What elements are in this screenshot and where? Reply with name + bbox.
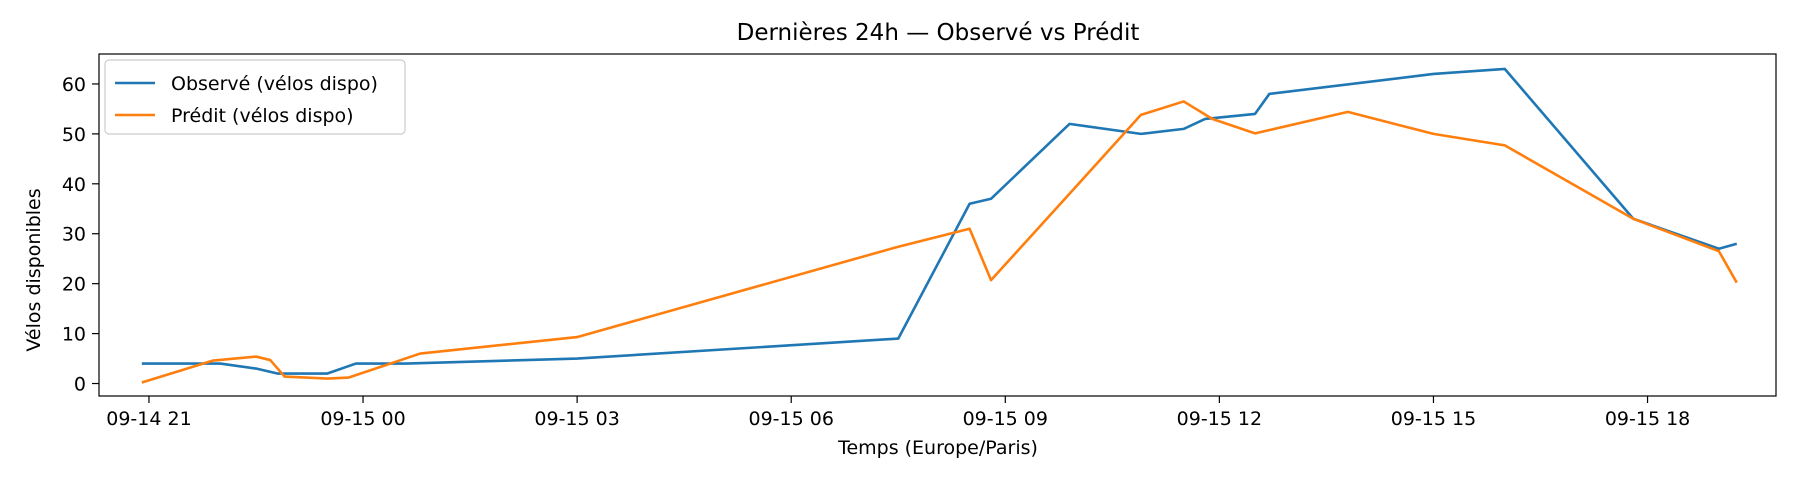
x-tick-label: 09-15 18 [1605, 408, 1690, 430]
x-tick-label: 09-15 15 [1391, 408, 1476, 430]
x-tick-label: 09-14 21 [106, 408, 191, 430]
y-tick-label: 30 [62, 224, 86, 246]
x-tick-label: 09-15 00 [320, 408, 405, 430]
y-tick-label: 40 [62, 174, 86, 196]
legend: Observé (vélos dispo) Prédit (vélos dispo… [104, 59, 406, 135]
y-axis-label: Vélos disponibles [23, 188, 45, 351]
legend-box [104, 59, 406, 135]
plot-area: 09-14 21 09-15 00 09-15 03 09-15 06 09-15 09… [62, 53, 1777, 430]
series-line-1 [141, 100, 1738, 384]
chart-title: Dernières 24h — Observé vs Prédit [737, 20, 1140, 46]
y-tick-label: 50 [62, 124, 86, 146]
plot-frame [98, 53, 1777, 397]
x-tick-label: 09-15 03 [534, 408, 619, 430]
x-tick-label: 09-15 12 [1177, 408, 1262, 430]
legend-label: Observé (vélos dispo) [171, 73, 378, 95]
x-tick-label: 09-15 09 [963, 408, 1048, 430]
y-tick-label: 10 [62, 324, 86, 346]
series-line-0 [141, 67, 1738, 375]
y-tick-label: 0 [74, 374, 86, 396]
y-tick-label: 60 [62, 74, 86, 96]
x-axis-label: Temps (Europe/Paris) [837, 437, 1038, 459]
legend-label: Prédit (vélos dispo) [171, 105, 354, 127]
x-tick-label: 09-15 06 [748, 408, 833, 430]
y-tick-label: 20 [62, 274, 86, 296]
